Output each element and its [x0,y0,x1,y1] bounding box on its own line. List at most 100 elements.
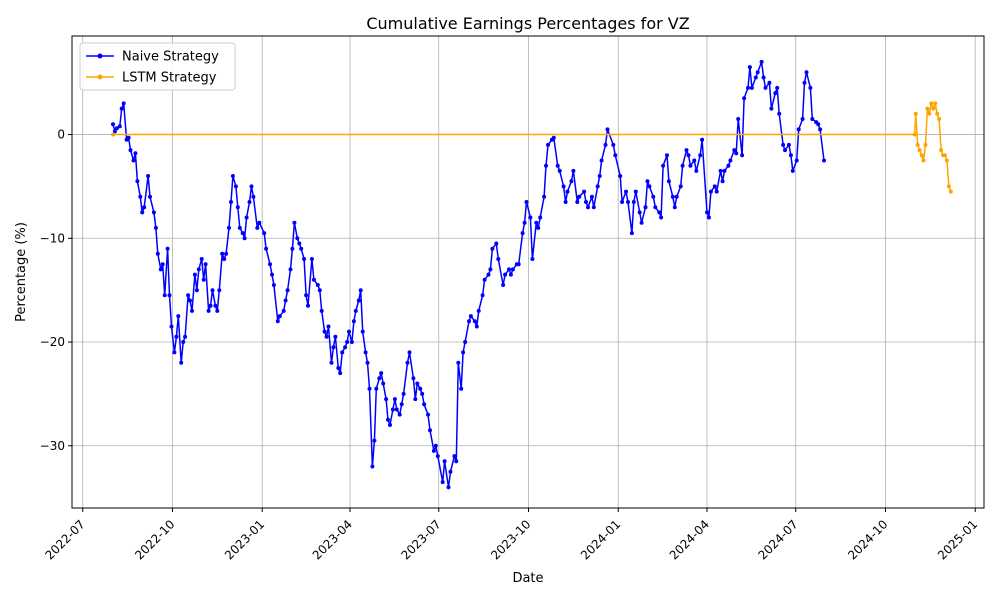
data-point [736,117,741,121]
data-point [927,111,932,116]
data-point [749,85,754,90]
data-point [659,215,664,220]
data-point [374,386,379,391]
data-point [247,200,252,204]
data-point [146,174,151,178]
data-point [121,101,126,106]
data-point [804,70,809,75]
data-point [381,381,386,386]
data-point [353,308,358,313]
data-point [503,272,508,277]
data-point [290,246,295,251]
data-point [304,293,309,298]
data-point [490,246,495,251]
y-axis: −30 −20 −10 0 [40,128,72,453]
data-point [167,293,172,298]
data-point [165,246,170,251]
data-point [732,148,737,153]
data-point [948,189,953,194]
data-point [740,153,745,158]
data-point [575,200,580,204]
data-point [468,314,473,319]
data-point [802,80,807,85]
data-point [747,65,752,70]
data-point [557,168,562,173]
data-point [135,179,140,184]
data-point [661,163,666,168]
data-point [651,194,656,199]
data-point [315,283,320,287]
data-point [229,200,233,204]
data-point [686,153,691,158]
data-point [251,194,256,199]
data-point [507,267,511,272]
data-point [718,168,723,173]
data-point [194,288,199,293]
data-point [128,148,133,153]
data-point [277,314,282,319]
data-point [158,267,163,272]
data-point [210,288,215,293]
data-point [183,334,188,339]
data-point [454,459,459,464]
data-point [162,293,167,298]
x-tick-label: 2022-10 [132,517,177,562]
data-point [338,371,343,376]
data-point [674,194,679,199]
data-point [281,308,286,313]
data-point [816,122,821,127]
data-point [620,200,625,204]
data-point [565,189,570,194]
data-point [769,106,774,111]
data-point [233,184,238,189]
y-tick-label: 0 [57,128,65,142]
data-point [742,96,747,101]
data-point [203,262,208,267]
x-tick-label: 2023-04 [310,517,355,562]
data-point [224,251,229,256]
data-point [530,257,535,261]
data-point [501,283,506,287]
data-point [394,407,399,412]
data-point [140,210,145,215]
data-point [755,70,760,75]
data-point [386,417,390,422]
data-point [331,345,336,350]
data-point [516,262,521,267]
data-point [201,277,206,282]
x-axis: 2022-07 2022-10 2023-01 2023-04 2023-07 2023-… [42,508,980,563]
data-point [474,324,479,329]
data-point [255,225,260,230]
data-point [329,360,334,365]
data-point [181,340,186,344]
data-point [577,194,582,199]
data-point [111,122,115,127]
series-lstm-strategy [111,101,953,194]
data-point [306,303,310,308]
data-point [333,334,338,339]
data-point [706,215,711,220]
data-point [944,158,949,163]
data-point [413,397,418,402]
data-point [586,205,590,210]
data-point [931,106,936,111]
data-point [188,298,192,303]
data-point [472,319,477,324]
data-point [818,127,823,132]
data-point [488,267,493,272]
data-point [597,174,602,178]
data-point [435,454,440,459]
data-point [283,298,288,303]
data-point [442,459,447,464]
data-point [599,158,604,163]
data-point [763,85,768,90]
data-point [448,469,453,474]
data-point [407,350,412,355]
data-point [377,376,382,381]
data-point [365,360,370,365]
data-point [349,340,354,344]
data-point [196,267,201,272]
legend-marker [97,74,103,80]
data-point [285,288,290,293]
data-point [943,153,947,158]
